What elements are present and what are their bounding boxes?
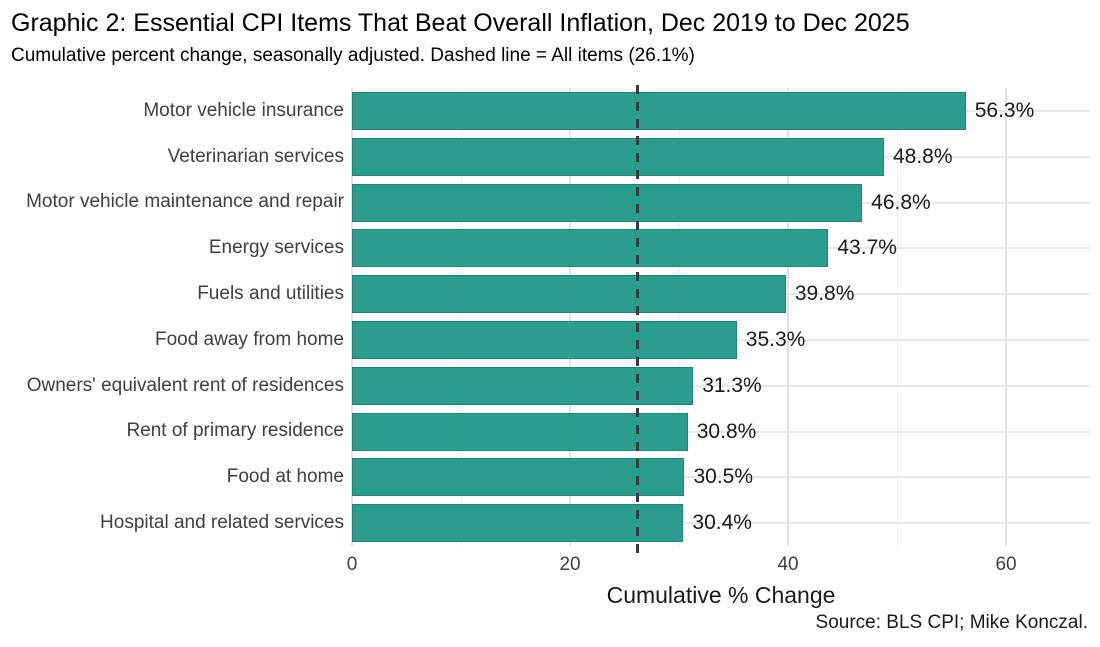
value-label: 39.8%	[794, 282, 855, 306]
value-label: 35.3%	[745, 327, 806, 351]
bar	[352, 458, 685, 497]
value-label: 46.8%	[871, 190, 931, 214]
x-tick-label: 20	[559, 554, 581, 575]
x-tick-label: 0	[346, 554, 358, 575]
bar	[352, 229, 829, 268]
value-label: 43.7%	[837, 236, 897, 260]
bar	[352, 275, 786, 314]
x-tick-label: 40	[777, 554, 799, 575]
minor-gridline	[897, 88, 899, 546]
category-gridline	[352, 522, 1090, 525]
value-label: 30.8%	[696, 419, 757, 443]
major-gridline	[569, 88, 572, 546]
category-label: Motor vehicle maintenance and repair	[26, 191, 344, 213]
major-gridline	[351, 88, 353, 546]
category-label: Fuels and utilities	[197, 283, 344, 305]
bar	[352, 91, 966, 130]
category-label: Hospital and related services	[100, 512, 344, 534]
x-tick-label: 60	[995, 554, 1017, 575]
category-label: Energy services	[208, 237, 344, 259]
category-label: Owners' equivalent rent of residences	[26, 374, 344, 396]
minor-gridline	[679, 88, 681, 546]
value-label: 31.3%	[702, 373, 762, 397]
bar	[352, 504, 684, 543]
source-caption: Source: BLS CPI; Mike Konczal.	[815, 612, 1088, 633]
minor-gridline	[461, 88, 462, 546]
reference-line-all-items	[635, 85, 639, 554]
category-gridline	[352, 384, 1090, 387]
value-label: 56.3%	[974, 98, 1035, 122]
bar	[352, 320, 737, 359]
x-axis-title: Cumulative % Change	[606, 582, 836, 608]
category-gridline	[352, 430, 1090, 433]
plot-panel: 56.3% 48.8% 46.8% 43.7% 39.8% 35.3% 31.3% 30.8%…	[351, 85, 1090, 554]
category-label: Food at home	[226, 466, 344, 488]
chart-subtitle: Cumulative percent change, seasonally ad…	[11, 45, 695, 66]
category-label: Rent of primary residence	[126, 420, 344, 442]
chart-title: Graphic 2: Essential CPI Items That Beat…	[11, 9, 910, 37]
value-label: 30.5%	[693, 465, 754, 489]
category-gridline	[352, 476, 1090, 479]
value-label: 48.8%	[892, 144, 953, 168]
major-gridline	[787, 88, 790, 546]
category-label: Veterinarian services	[167, 145, 344, 167]
bar	[352, 366, 694, 405]
bar	[352, 137, 884, 176]
value-label: 30.4%	[692, 511, 752, 535]
bar	[352, 183, 863, 222]
major-gridline	[1005, 88, 1008, 546]
category-label: Motor vehicle insurance	[143, 99, 344, 121]
bar	[352, 412, 688, 451]
category-label: Food away from home	[154, 328, 344, 350]
